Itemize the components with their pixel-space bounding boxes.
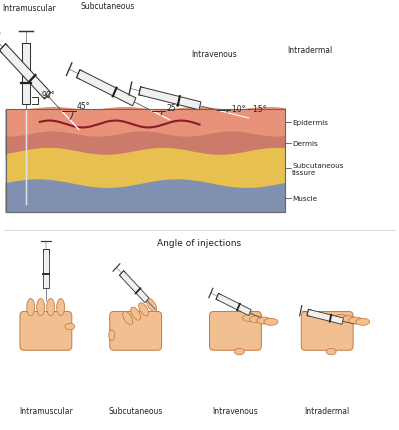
- Ellipse shape: [139, 303, 148, 316]
- Polygon shape: [6, 108, 285, 138]
- Ellipse shape: [264, 319, 278, 326]
- Polygon shape: [22, 44, 30, 104]
- Polygon shape: [6, 181, 285, 213]
- Polygon shape: [119, 271, 149, 303]
- Text: 25°: 25°: [166, 104, 180, 113]
- Ellipse shape: [37, 299, 45, 316]
- Polygon shape: [216, 294, 251, 316]
- Ellipse shape: [243, 315, 256, 322]
- Ellipse shape: [147, 299, 156, 312]
- FancyBboxPatch shape: [110, 312, 162, 350]
- Text: Intradermal: Intradermal: [287, 46, 332, 55]
- Bar: [6, 110, 285, 213]
- Ellipse shape: [349, 317, 362, 324]
- Text: Intramuscular: Intramuscular: [2, 4, 56, 13]
- Ellipse shape: [326, 349, 336, 355]
- FancyBboxPatch shape: [20, 312, 72, 350]
- Ellipse shape: [250, 316, 264, 323]
- Text: Subcutaneous
tissure: Subcutaneous tissure: [292, 162, 344, 175]
- Text: 90°: 90°: [41, 91, 55, 100]
- Polygon shape: [77, 71, 136, 107]
- Ellipse shape: [27, 299, 35, 316]
- Polygon shape: [0, 45, 51, 100]
- Text: Angle of injections: Angle of injections: [158, 239, 241, 248]
- Ellipse shape: [234, 349, 244, 355]
- Ellipse shape: [57, 299, 65, 316]
- Text: Dermis: Dermis: [292, 141, 318, 147]
- Text: Intradermal: Intradermal: [304, 406, 350, 415]
- Polygon shape: [307, 310, 344, 325]
- FancyBboxPatch shape: [209, 312, 261, 350]
- Polygon shape: [6, 133, 285, 156]
- Text: Intravenous: Intravenous: [192, 49, 237, 58]
- Text: Intramuscular: Intramuscular: [19, 406, 73, 415]
- Ellipse shape: [131, 307, 140, 320]
- Text: Epidermis: Epidermis: [292, 120, 328, 126]
- Polygon shape: [139, 88, 201, 111]
- Text: 45°: 45°: [77, 101, 90, 111]
- Ellipse shape: [356, 319, 370, 326]
- Ellipse shape: [341, 316, 355, 323]
- Text: Subcutaneous: Subcutaneous: [81, 2, 135, 11]
- FancyBboxPatch shape: [301, 312, 353, 350]
- Text: Intravenous: Intravenous: [213, 406, 258, 415]
- Ellipse shape: [257, 317, 271, 324]
- Polygon shape: [6, 149, 285, 189]
- Text: Muscle: Muscle: [292, 196, 317, 202]
- Polygon shape: [43, 249, 49, 288]
- Text: Subcutaneous: Subcutaneous: [109, 406, 163, 415]
- Text: 10° - 15°: 10° - 15°: [232, 105, 267, 114]
- Ellipse shape: [47, 299, 55, 316]
- Ellipse shape: [123, 312, 132, 325]
- Ellipse shape: [334, 315, 348, 322]
- Ellipse shape: [65, 323, 75, 330]
- Ellipse shape: [109, 330, 115, 341]
